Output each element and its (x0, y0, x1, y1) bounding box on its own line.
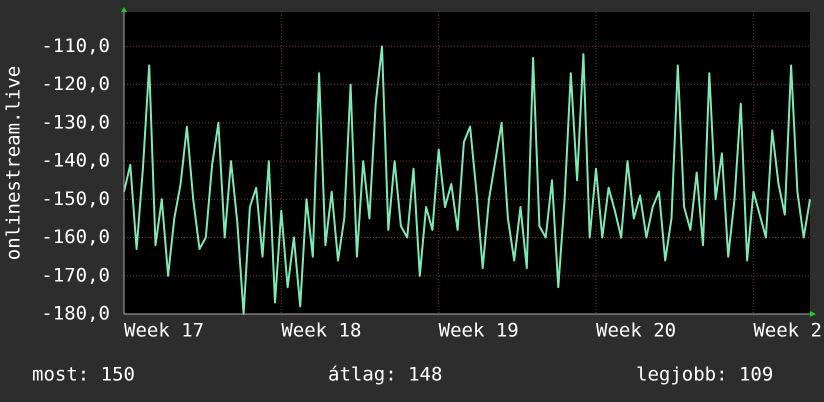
x-tick-label: Week 20 (596, 320, 676, 342)
y-tick-label: -150,0 (41, 188, 110, 210)
y-tick-label: -130,0 (41, 111, 110, 133)
data-line (123, 45, 811, 315)
y-axis-label: onlinestream.live (3, 66, 25, 260)
x-tick-label: Week 21 (753, 320, 824, 342)
y-tick-label: -160,0 (41, 226, 110, 248)
y-tick-label: -120,0 (41, 73, 110, 95)
y-arrow (121, 7, 127, 12)
y-tick-label: -180,0 (41, 303, 110, 325)
x-arrow (810, 311, 816, 317)
x-tick-label: Week 19 (439, 320, 519, 342)
y-tick-label: -140,0 (41, 150, 110, 172)
plot-area (124, 12, 810, 314)
footer-best: legjobb: 109 (636, 364, 773, 386)
footer-current: most: 150 (32, 364, 135, 386)
y-tick-label: -110,0 (41, 35, 110, 57)
marks (123, 45, 811, 315)
y-tick-label: -170,0 (41, 264, 110, 286)
x-tick-label: Week 17 (124, 320, 204, 342)
footer-average: átlag: 148 (328, 364, 442, 386)
x-tick-label: Week 18 (281, 320, 361, 342)
